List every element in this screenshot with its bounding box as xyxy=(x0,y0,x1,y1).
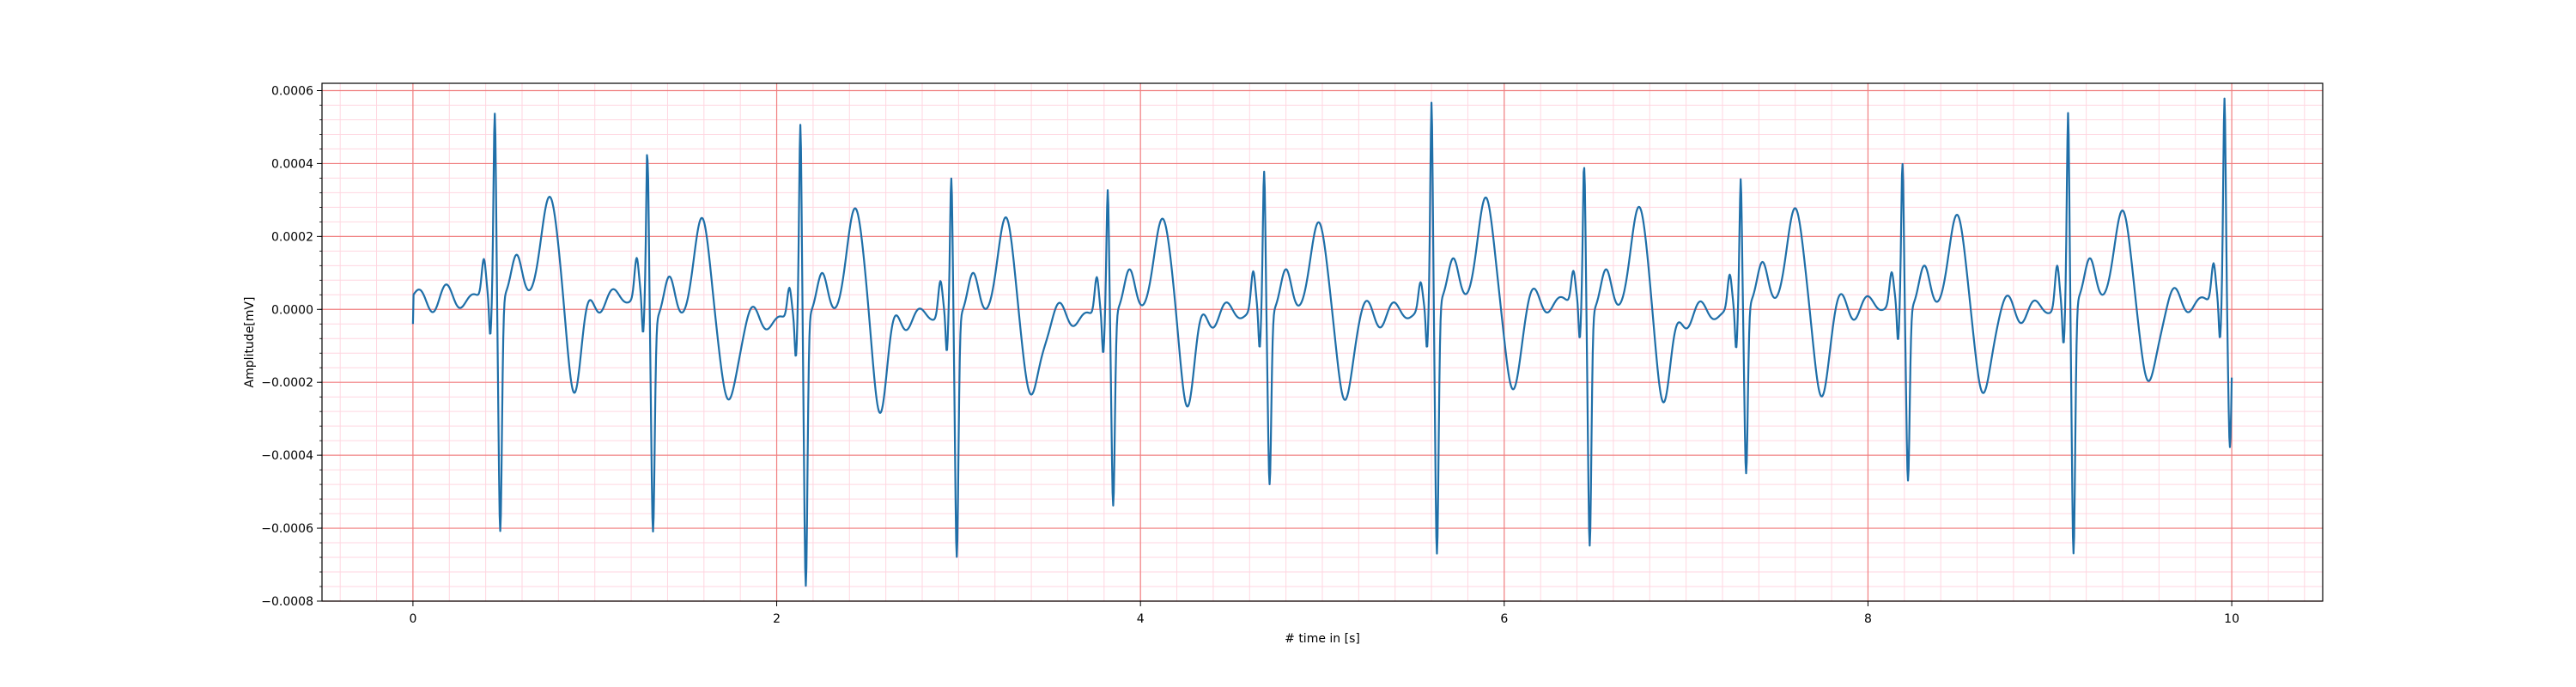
x-axis-label: # time in [s] xyxy=(1285,632,1360,646)
y-tick-label: −0.0002 xyxy=(261,376,313,390)
x-tick-label: 8 xyxy=(1864,612,1872,626)
ecg-series xyxy=(411,97,2233,587)
x-tick-label: 4 xyxy=(1137,612,1145,626)
y-tick-label: −0.0004 xyxy=(261,449,313,463)
x-tick-label: 6 xyxy=(1500,612,1508,626)
x-axis: 0 2 4 6 8 10 xyxy=(409,601,2239,626)
y-tick-label: −0.0006 xyxy=(261,522,313,536)
y-tick-label: 0.0002 xyxy=(271,230,313,244)
ecg-trace xyxy=(411,97,2233,587)
x-tick-label: 10 xyxy=(2224,612,2239,626)
y-tick-label: 0.0006 xyxy=(271,84,313,98)
y-axis: −0.0008 −0.0006 −0.0004 −0.0002 0.0000 0.0002… xyxy=(261,84,322,609)
y-tick-label: 0.0004 xyxy=(271,157,313,171)
x-tick-label: 2 xyxy=(773,612,781,626)
y-tick-label: −0.0008 xyxy=(261,595,313,609)
minor-grid xyxy=(322,83,2323,602)
plot-frame xyxy=(321,82,2324,602)
y-axis-label: Amplitude[mV] xyxy=(243,297,257,388)
x-tick-label: 0 xyxy=(409,612,416,626)
y-tick-label: 0.0000 xyxy=(271,303,313,317)
